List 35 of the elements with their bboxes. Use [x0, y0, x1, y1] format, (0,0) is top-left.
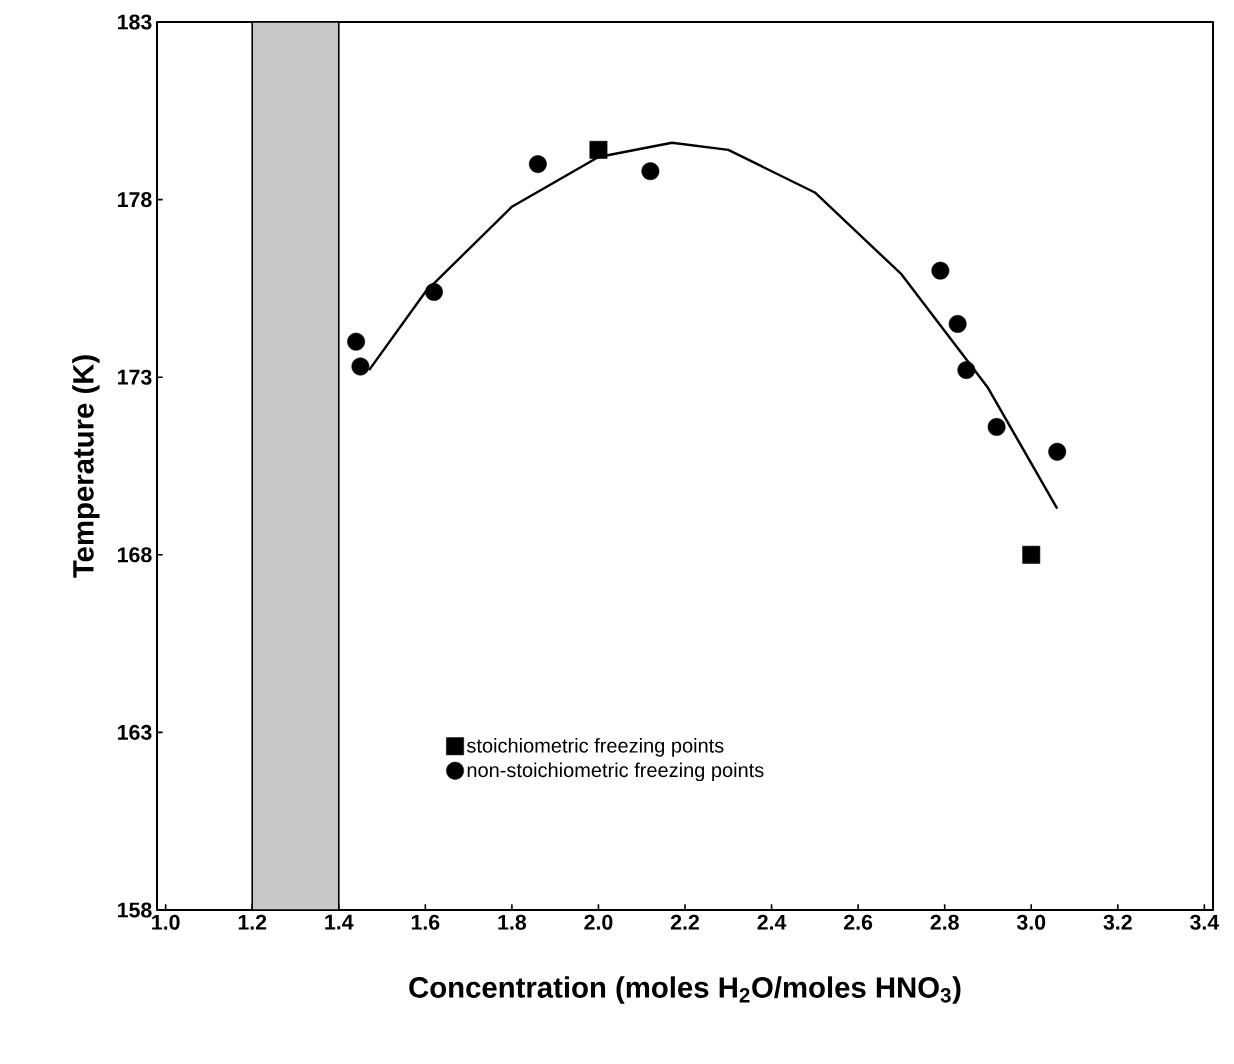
point — [351, 357, 370, 376]
point — [1022, 545, 1041, 564]
x-axis-title: Concentration (moles H$_{2}$O/moles HNO$_{3}$) — [409, 976, 961, 1004]
point — [425, 283, 443, 301]
point — [589, 140, 608, 159]
x-tick-label: 1.8 — [498, 914, 527, 930]
x-tick-label: 1.0 — [152, 914, 180, 930]
x-tick-label: 2.6 — [844, 914, 873, 930]
x-tick-label: 2.4 — [757, 914, 787, 930]
point — [957, 361, 976, 380]
y-tick-label: 168 — [118, 547, 152, 563]
y-tick-label: 173 — [118, 369, 152, 385]
legend-label: stoichiometric freezing points — [466, 738, 724, 757]
point — [528, 155, 547, 174]
y-tick-label: 158 — [118, 902, 152, 918]
point — [931, 261, 950, 280]
y-tick-label: 183 — [118, 14, 152, 30]
x-tick-label: 2.2 — [670, 914, 699, 930]
x-tick-label: 2.8 — [930, 914, 959, 930]
y-tick-label: 163 — [118, 724, 152, 740]
x-tick-label: 2.0 — [584, 914, 613, 930]
point — [1048, 442, 1067, 461]
y-axis-title: Temperature (K) — [72, 355, 100, 578]
x-tick-label: 3.4 — [1190, 914, 1220, 930]
point — [948, 314, 967, 333]
point — [987, 417, 1006, 436]
point — [347, 332, 366, 351]
x-tick-label: 3.2 — [1103, 914, 1132, 930]
x-tick-label: 1.2 — [238, 914, 267, 930]
x-tick-label: 1.6 — [411, 914, 440, 930]
point — [641, 162, 660, 181]
legend-label: non-stoichiometric freezing points — [467, 762, 764, 782]
x-tick-label: 1.4 — [325, 914, 354, 930]
y-tick-label: 178 — [118, 192, 152, 208]
x-tick-label: 3.0 — [1016, 914, 1046, 930]
